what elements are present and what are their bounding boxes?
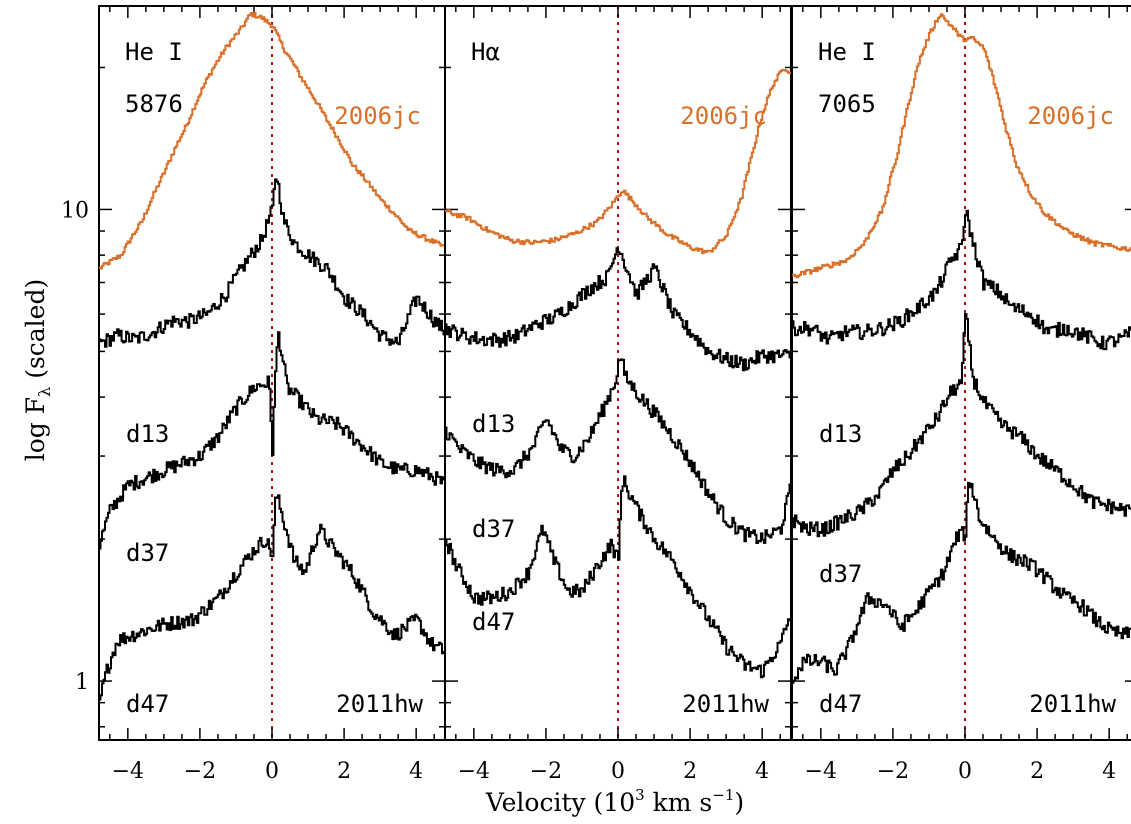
panel-wavelength-label: 7065 (818, 90, 876, 118)
panel-1: −4 −2 0 2 4 1 10 He I 5876 2006jc 2011hw d13 d37 d47 (61, 5, 446, 784)
x-tick-label: 4 (755, 759, 769, 784)
x-tick-label: −4 (458, 759, 490, 784)
x-tick-label: −2 (877, 759, 909, 784)
x-tick-label: 4 (1102, 759, 1116, 784)
epoch-label-d13: d13 (472, 410, 515, 438)
x-tick-label: 2 (683, 759, 697, 784)
series-d47 (792, 481, 1131, 684)
series-2006jc (445, 68, 791, 255)
panel-line-label: Hα (471, 38, 500, 66)
panel-2: −4 −2 0 2 4 Hα 2006jc 2011hw d13 d37 d47 (444, 5, 792, 784)
x-tick-label: 0 (611, 759, 625, 784)
epoch-label-d13: d13 (126, 420, 169, 448)
epoch-label-d47: d47 (126, 690, 169, 718)
x-tick-label: 4 (409, 759, 423, 784)
panel-3: −4 −2 0 2 4 He I 7065 2006jc 2011hw d13 d37 d47 (791, 5, 1131, 784)
series-d47 (99, 494, 445, 701)
label-2006jc: 2006jc (680, 102, 767, 130)
epoch-label-d13: d13 (819, 420, 862, 448)
y-tick-label: 1 (75, 670, 89, 695)
x-tick-label: −2 (184, 759, 216, 784)
panel-line-label: He I (125, 38, 183, 66)
x-tick-label: 0 (958, 759, 972, 784)
x-axis-title: Velocity (103 km s−1) (485, 786, 744, 817)
epoch-label-d37: d37 (472, 515, 515, 543)
panel-line-label: He I (818, 38, 876, 66)
series-d13 (99, 178, 445, 348)
series-d37 (445, 358, 791, 544)
label-2011hw: 2011hw (1029, 690, 1116, 718)
x-tick-label: 2 (1030, 759, 1044, 784)
x-tick-label: −2 (530, 759, 562, 784)
series-d13 (792, 209, 1131, 351)
series-2006jc (792, 13, 1131, 279)
series-d37 (792, 313, 1131, 538)
x-tick-label: −4 (112, 759, 144, 784)
label-2011hw: 2011hw (336, 690, 423, 718)
series-d47 (445, 475, 791, 679)
series-d13 (445, 247, 791, 372)
series-d37 (99, 331, 445, 550)
x-tick-label: 2 (337, 759, 351, 784)
x-tick-label: 0 (265, 759, 279, 784)
panel-wavelength-label: 5876 (125, 90, 183, 118)
label-2006jc: 2006jc (334, 102, 421, 130)
epoch-label-d37: d37 (126, 539, 169, 567)
y-axis-title: log Fλ (scaled) (21, 279, 54, 461)
epoch-label-d47: d47 (819, 690, 862, 718)
y-tick-label: 10 (61, 198, 89, 223)
label-2011hw: 2011hw (682, 690, 769, 718)
epoch-label-d47: d47 (472, 608, 515, 636)
x-tick-label: −4 (805, 759, 837, 784)
label-2006jc: 2006jc (1027, 102, 1114, 130)
epoch-label-d37: d37 (819, 560, 862, 588)
series-2006jc (99, 11, 445, 270)
